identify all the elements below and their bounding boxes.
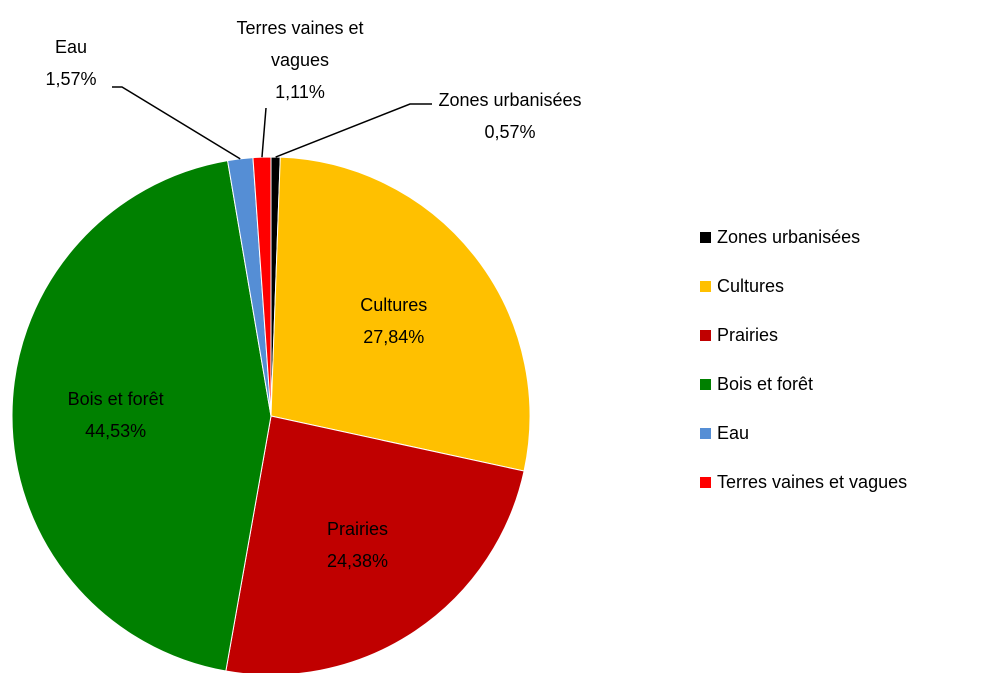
slice-category: Cultures [360, 294, 428, 315]
slice-category: Terres vaines et vagues [236, 18, 364, 70]
slice-value: 1,57% [45, 69, 97, 89]
leader-line [275, 103, 432, 158]
legend-swatch [700, 232, 711, 243]
legend-swatch [700, 428, 711, 439]
slice-label: Zones urbanisées 0,57% [425, 84, 595, 148]
slice-label: Terres vaines et vagues 1,11% [220, 12, 380, 108]
slice-label: Cultures 27,84% [314, 289, 474, 353]
legend-entry: Terres vaines et vagues [700, 472, 907, 493]
legend-entry: Prairies [700, 325, 778, 346]
legend-swatch [700, 477, 711, 488]
legend-entry: Bois et forêt [700, 374, 813, 395]
slice-value: 24,38% [327, 551, 389, 572]
slice-label: Prairies 24,38% [278, 513, 438, 577]
legend-label: Zones urbanisées [717, 227, 861, 247]
slice-value: 0,57% [484, 122, 536, 142]
pie-slice [270, 156, 531, 472]
slice-value: 27,84% [363, 326, 425, 347]
pie-slice [225, 415, 525, 673]
legend-swatch [700, 330, 711, 341]
slice-value: 44,53% [85, 421, 147, 442]
legend-label: Bois et forêt [717, 374, 814, 394]
pie-slice [252, 156, 272, 417]
legend-entry: Cultures [700, 276, 784, 297]
slice-value: 1,11% [275, 82, 325, 102]
legend-label: Prairies [717, 325, 779, 345]
slice-label: Eau 1,57% [31, 31, 111, 95]
legend-label: Terres vaines et vagues [717, 472, 908, 492]
legend-entry: Eau [700, 423, 749, 444]
slice-category: Bois et forêt [67, 389, 164, 410]
slice-label: Bois et forêt 44,53% [36, 383, 196, 447]
legend-swatch [700, 379, 711, 390]
slice-category: Zones urbanisées [438, 90, 582, 110]
legend-label: Cultures [717, 276, 785, 296]
legend-entry: Zones urbanisées [700, 227, 860, 248]
pie-slice [11, 160, 272, 672]
leader-line [261, 107, 267, 158]
slice-category: Eau [54, 37, 88, 57]
leader-line [112, 86, 241, 160]
legend-label: Eau [717, 423, 750, 443]
slice-category: Prairies [327, 519, 389, 540]
legend-swatch [700, 281, 711, 292]
